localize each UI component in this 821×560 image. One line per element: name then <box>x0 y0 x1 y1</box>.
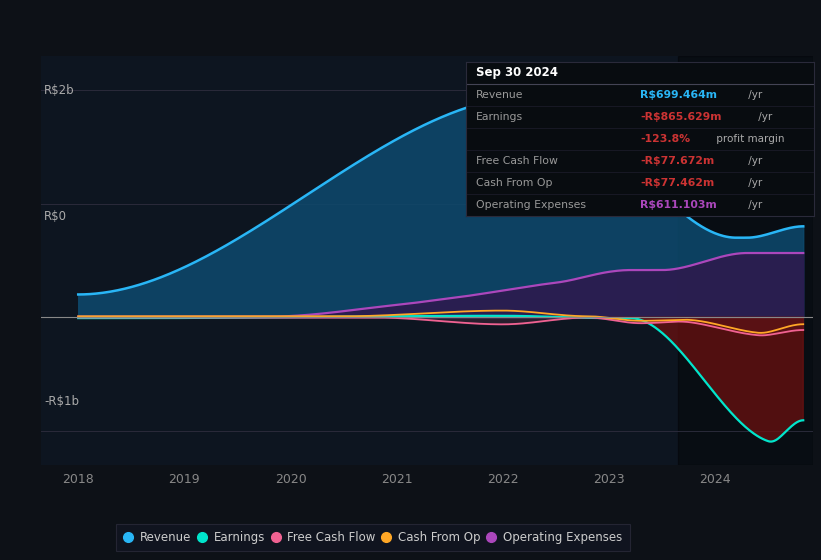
Text: /yr: /yr <box>755 111 773 122</box>
Text: /yr: /yr <box>745 156 762 166</box>
Text: /yr: /yr <box>745 199 762 209</box>
Text: -R$77.462m: -R$77.462m <box>640 178 714 188</box>
Text: -R$865.629m: -R$865.629m <box>640 111 722 122</box>
Text: /yr: /yr <box>745 90 762 100</box>
Legend: Revenue, Earnings, Free Cash Flow, Cash From Op, Operating Expenses: Revenue, Earnings, Free Cash Flow, Cash … <box>117 524 630 551</box>
Text: -123.8%: -123.8% <box>640 134 690 143</box>
Text: R$611.103m: R$611.103m <box>640 199 717 209</box>
Text: Operating Expenses: Operating Expenses <box>476 199 586 209</box>
Text: R$0: R$0 <box>44 210 67 223</box>
Text: -R$77.672m: -R$77.672m <box>640 156 714 166</box>
Text: Earnings: Earnings <box>476 111 523 122</box>
Bar <box>678 56 813 465</box>
Text: Free Cash Flow: Free Cash Flow <box>476 156 557 166</box>
Text: Sep 30 2024: Sep 30 2024 <box>476 66 558 79</box>
Text: R$2b: R$2b <box>44 84 75 97</box>
Text: R$699.464m: R$699.464m <box>640 90 717 100</box>
Text: /yr: /yr <box>745 178 762 188</box>
Text: Revenue: Revenue <box>476 90 524 100</box>
Text: profit margin: profit margin <box>713 134 785 143</box>
Text: Cash From Op: Cash From Op <box>476 178 553 188</box>
Text: -R$1b: -R$1b <box>44 395 79 408</box>
